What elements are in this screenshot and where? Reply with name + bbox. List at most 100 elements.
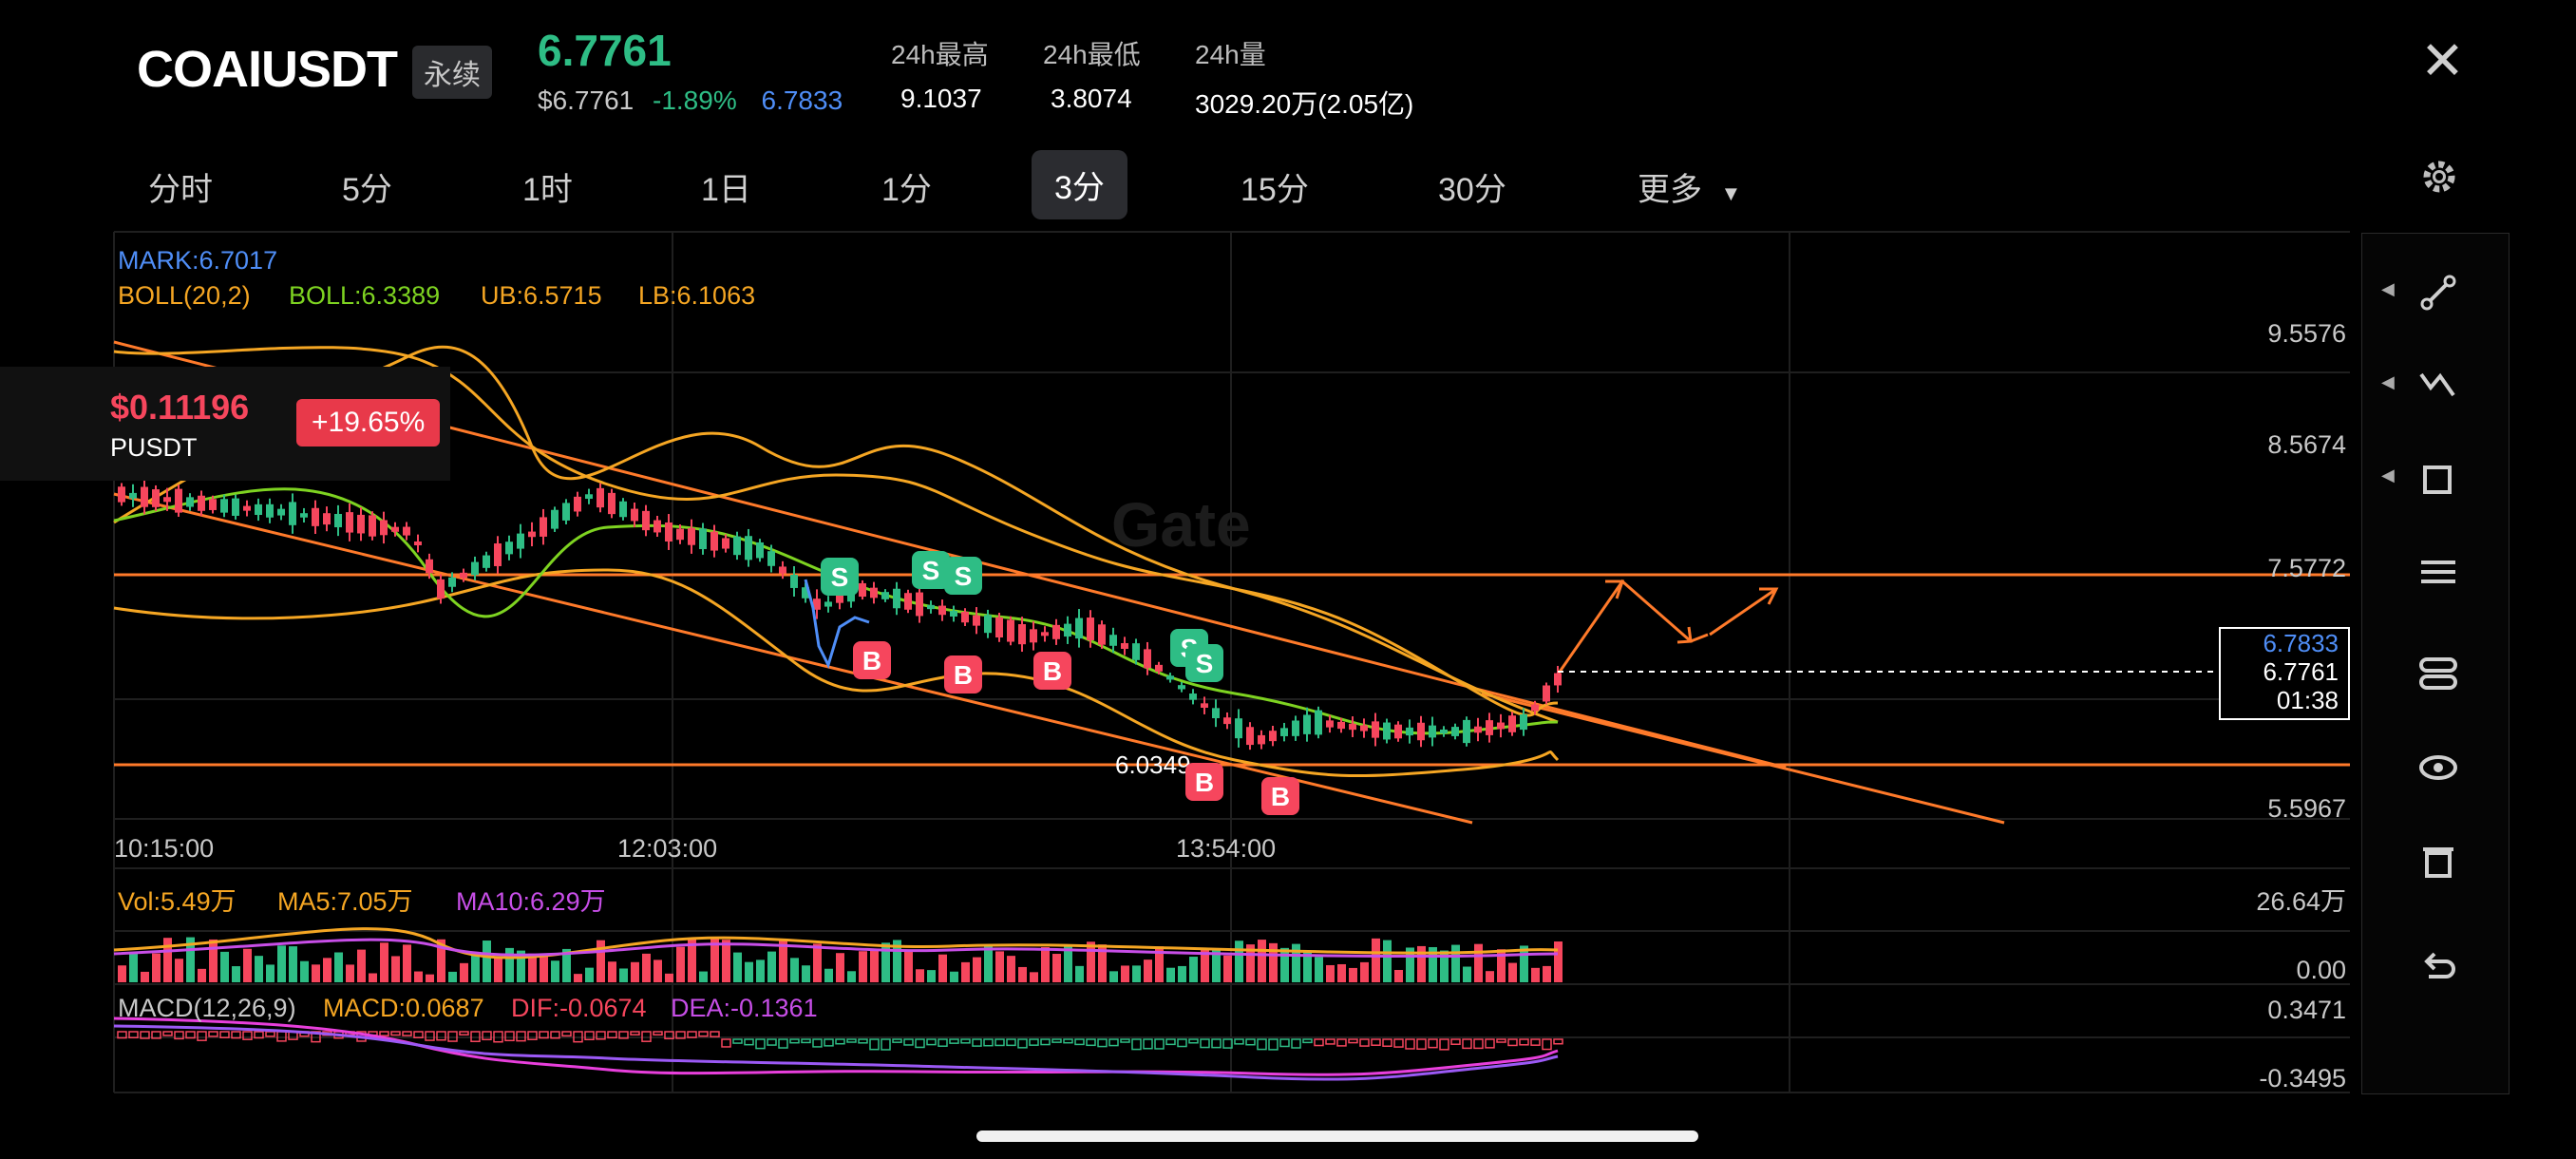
volume-bar: [414, 971, 423, 982]
volume-bar: [1337, 963, 1346, 982]
volume-bar: [163, 938, 172, 982]
macd-bar: [550, 1031, 560, 1039]
volume-bar: [312, 964, 320, 982]
expand-caret-icon[interactable]: ◀: [2381, 466, 2395, 484]
macd-bar: [596, 1031, 606, 1040]
volume-bar: [300, 960, 309, 982]
macd-bar: [1143, 1038, 1153, 1050]
boll-mid-legend: BOLL:6.3389: [289, 281, 440, 310]
delete-tool[interactable]: [2362, 832, 2509, 889]
volume-bar: [1451, 944, 1460, 982]
volume-bar: [1041, 947, 1050, 982]
candle-body: [369, 515, 376, 537]
sell-marker[interactable]: S: [821, 558, 859, 596]
gear-icon[interactable]: [2420, 158, 2458, 200]
volume-bar: [1223, 955, 1232, 982]
caret-down-icon: ▼: [1720, 181, 1742, 205]
line-tool[interactable]: ◀: [2362, 264, 2509, 321]
volume-bar: [129, 952, 138, 982]
volume-bar: [380, 942, 388, 982]
macd-bar: [755, 1038, 766, 1050]
adjust-tool[interactable]: [2362, 543, 2509, 600]
volume-bar: [1429, 946, 1437, 982]
candle-body: [790, 575, 798, 588]
expand-caret-icon[interactable]: ◀: [2381, 279, 2395, 298]
candle-body: [346, 512, 353, 533]
buy-marker[interactable]: B: [944, 656, 982, 694]
tab-1m[interactable]: 1分: [881, 172, 932, 208]
volume-bar: [403, 944, 411, 982]
tab-1h[interactable]: 1时: [522, 172, 573, 208]
volume-bar: [1360, 961, 1369, 982]
sell-marker[interactable]: S: [944, 557, 982, 595]
macd-bar: [812, 1038, 823, 1048]
candle-body: [277, 508, 285, 516]
volume-bar: [756, 960, 765, 982]
tab-timeline[interactable]: 分时: [148, 172, 213, 208]
home-indicator[interactable]: [976, 1130, 1698, 1142]
shape-tool[interactable]: ◀: [2362, 450, 2509, 507]
macd-bar: [1428, 1038, 1438, 1049]
lower-trendline[interactable]: [113, 492, 1473, 825]
volume-bar: [984, 946, 993, 982]
buy-marker[interactable]: B: [1033, 652, 1071, 690]
volume-bar: [1155, 946, 1164, 982]
macd-bar: [128, 1031, 139, 1039]
trend-tool[interactable]: ◀: [2362, 357, 2509, 414]
macd-bar: [504, 1031, 515, 1042]
sell-marker[interactable]: S: [912, 551, 950, 589]
tab-15m[interactable]: 15分: [1241, 172, 1309, 208]
macd-bar: [732, 1038, 743, 1044]
tab-more[interactable]: 更多 ▼: [1638, 163, 1741, 210]
vol-ma5-line: [113, 927, 1559, 960]
marker-badge: [1185, 763, 1223, 801]
candle-body: [323, 513, 331, 525]
mark-price: 6.7833: [761, 86, 843, 115]
macd-bar: [1257, 1038, 1267, 1051]
macd-bar: [539, 1031, 549, 1039]
tab-30m[interactable]: 30分: [1438, 172, 1506, 208]
close-icon[interactable]: ✕: [2420, 30, 2465, 90]
candle-body: [608, 492, 616, 515]
volume-bar: [938, 954, 947, 982]
macd-bar: [1382, 1038, 1392, 1047]
volume-bar: [1474, 943, 1483, 982]
candle-body: [950, 611, 957, 617]
volume-bar: [1463, 966, 1471, 982]
tab-1d[interactable]: 1日: [701, 172, 751, 208]
toggle-tool[interactable]: [2362, 646, 2509, 703]
macd-bar: [1485, 1038, 1495, 1049]
buy-marker[interactable]: B: [853, 641, 891, 679]
volume-bar: [448, 971, 457, 982]
candle-body: [255, 504, 262, 516]
candle-body: [619, 501, 627, 518]
visibility-tool[interactable]: [2362, 739, 2509, 796]
stat-value: 3029.20万(2.05亿): [1195, 89, 1414, 119]
macd-bar: [903, 1038, 914, 1046]
tab-3m[interactable]: 3分: [1032, 150, 1127, 219]
volume-bar: [733, 952, 742, 982]
macd-bar: [1131, 1038, 1142, 1051]
macd-bar: [1348, 1038, 1358, 1044]
buy-marker[interactable]: B: [1185, 763, 1223, 801]
upper-trendline-extension[interactable]: [1481, 692, 2005, 825]
undo-tool[interactable]: [2362, 939, 2509, 996]
macd-bar: [1279, 1038, 1290, 1048]
macd-bar: [1029, 1038, 1039, 1046]
buy-marker[interactable]: B: [1261, 777, 1299, 815]
macd-bar: [664, 1031, 674, 1040]
tab-5m[interactable]: 5分: [342, 172, 392, 208]
macd-bar: [744, 1038, 754, 1046]
expand-caret-icon[interactable]: ◀: [2381, 372, 2395, 391]
symbol-title[interactable]: COAIUSDT: [137, 41, 398, 98]
candle-body: [881, 592, 889, 599]
price-box-countdown: 01:38: [2276, 686, 2339, 714]
related-ticker-overlay[interactable]: $0.11196 PUSDT +19.65%: [0, 367, 450, 481]
macd-bar: [721, 1038, 731, 1048]
macd-bar: [390, 1031, 401, 1036]
macd-bar: [1177, 1038, 1187, 1048]
volume-bar: [847, 971, 856, 982]
volume-bar: [1064, 945, 1072, 982]
kline-chart[interactable]: Gate 6.0349 SSSSSBBBBB 9.5576 8.5674 7.5…: [0, 0, 2356, 1102]
sell-marker[interactable]: S: [1185, 644, 1223, 682]
